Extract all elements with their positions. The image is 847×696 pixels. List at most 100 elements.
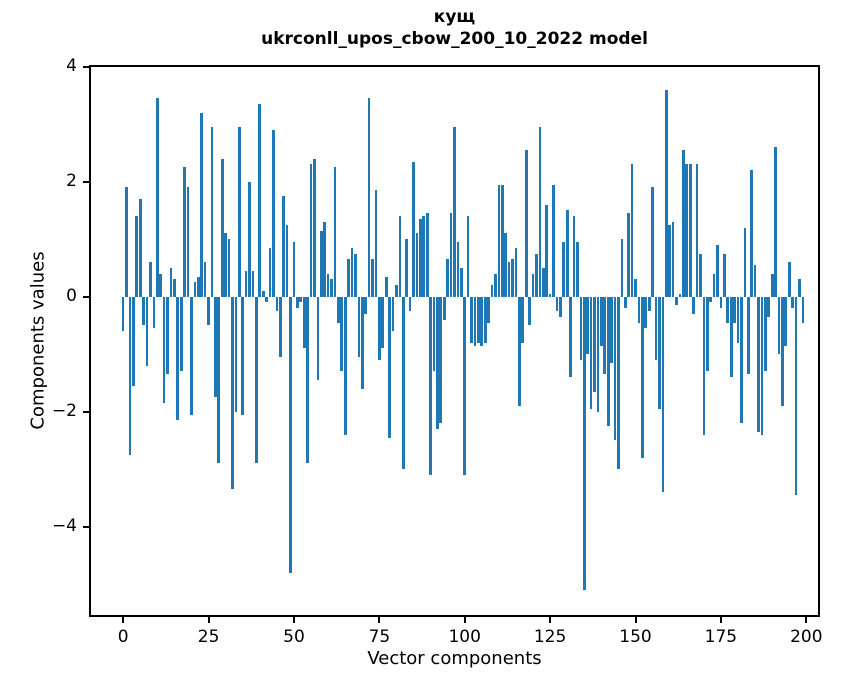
bar-component-137: [589, 296, 593, 409]
bar-component-150: [634, 279, 637, 297]
bar-component-112: [504, 233, 508, 297]
bar-component-42: [265, 296, 268, 303]
x-tick-mark: [463, 617, 466, 623]
bar-component-120: [531, 273, 535, 297]
bar-component-164: [682, 150, 685, 297]
bar-component-146: [620, 239, 624, 297]
bar-component-94: [442, 296, 446, 320]
bar-component-126: [552, 184, 555, 297]
bar-component-106: [483, 296, 487, 343]
bar-component-55: [309, 164, 313, 297]
bar-component-158: [661, 296, 665, 493]
bar-component-144: [613, 296, 617, 441]
bar-component-113: [507, 262, 511, 297]
bar-component-100: [463, 296, 467, 475]
bar-component-191: [774, 147, 777, 297]
bar-component-171: [705, 296, 709, 372]
bar-component-111: [500, 184, 504, 297]
bar-component-175: [719, 296, 723, 309]
bar-component-193: [781, 296, 784, 406]
bar-component-154: [647, 296, 651, 312]
bar-component-88: [422, 216, 426, 297]
bar-component-50: [292, 242, 296, 297]
bar-component-6: [142, 296, 145, 326]
bar-component-174: [716, 244, 719, 297]
bar-component-66: [347, 259, 350, 297]
bar-component-197: [794, 296, 798, 496]
bar-component-138: [593, 296, 596, 392]
bar-component-115: [514, 247, 518, 297]
bar-component-26: [210, 127, 214, 297]
bar-component-189: [767, 296, 771, 317]
chart-title: кущ: [433, 7, 476, 27]
bar-component-78: [388, 296, 391, 438]
x-tick-mark: [634, 617, 637, 623]
bar-component-165: [685, 164, 689, 297]
bar-component-198: [798, 279, 801, 297]
bar-component-97: [453, 127, 456, 297]
bar-component-74: [374, 190, 378, 297]
bar-component-76: [381, 296, 385, 349]
bar-component-186: [757, 296, 760, 432]
bar-component-170: [702, 296, 706, 435]
bar-component-89: [425, 213, 429, 297]
bar-component-162: [675, 296, 678, 306]
bar-component-3: [132, 296, 135, 386]
bar-component-109: [494, 273, 497, 297]
bar-component-148: [627, 213, 631, 297]
bar-component-188: [764, 296, 767, 372]
bar-component-19: [186, 187, 190, 297]
y-tick-label: 4: [66, 55, 77, 76]
bar-component-39: [255, 296, 258, 464]
bar-component-23: [200, 112, 204, 297]
bar-component-85: [412, 161, 415, 297]
bar-component-69: [357, 296, 361, 358]
bar-component-156: [654, 296, 658, 360]
bar-component-49: [289, 296, 292, 573]
x-tick-label: 125: [533, 627, 567, 647]
bar-component-116: [518, 296, 521, 406]
x-tick-mark: [719, 617, 722, 623]
bar-component-24: [203, 262, 207, 297]
bar-component-25: [207, 296, 210, 326]
bar-component-195: [787, 262, 791, 297]
bar-component-152: [641, 296, 644, 458]
bar-component-29: [220, 158, 224, 297]
bar-component-17: [179, 296, 183, 372]
x-tick-label: 50: [283, 627, 305, 647]
bar-component-67: [350, 247, 354, 297]
x-tick-label: 150: [619, 627, 652, 647]
bar-component-27: [214, 296, 217, 398]
bar-component-65: [343, 296, 347, 435]
bar-component-87: [418, 219, 422, 297]
bar-component-143: [610, 296, 613, 363]
bar-component-33: [234, 296, 238, 412]
bar-component-182: [743, 227, 747, 297]
bar-component-35: [241, 296, 245, 415]
bar-component-56: [313, 158, 316, 297]
bar-component-47: [282, 196, 286, 297]
plot-area: [89, 65, 820, 617]
bar-component-82: [401, 296, 405, 470]
bar-component-134: [579, 296, 583, 360]
bar-component-119: [528, 296, 531, 326]
bar-component-196: [791, 296, 794, 309]
y-tick-label: 2: [66, 170, 77, 191]
bar-component-190: [770, 273, 774, 297]
bar-component-102: [470, 296, 473, 343]
bar-component-166: [688, 164, 692, 297]
x-tick-label: 0: [117, 627, 129, 647]
bar-component-179: [733, 296, 736, 323]
bar-component-61: [330, 279, 333, 297]
bar-component-45: [275, 296, 279, 312]
bar-component-149: [630, 164, 634, 297]
bar-component-151: [637, 296, 641, 323]
x-tick-mark: [207, 617, 210, 623]
y-tick-mark: [83, 410, 89, 413]
bar-component-81: [398, 216, 402, 297]
y-tick-label: −4: [51, 515, 77, 536]
bar-component-142: [606, 296, 610, 427]
bar-component-52: [299, 296, 303, 303]
bar-component-77: [384, 276, 388, 297]
